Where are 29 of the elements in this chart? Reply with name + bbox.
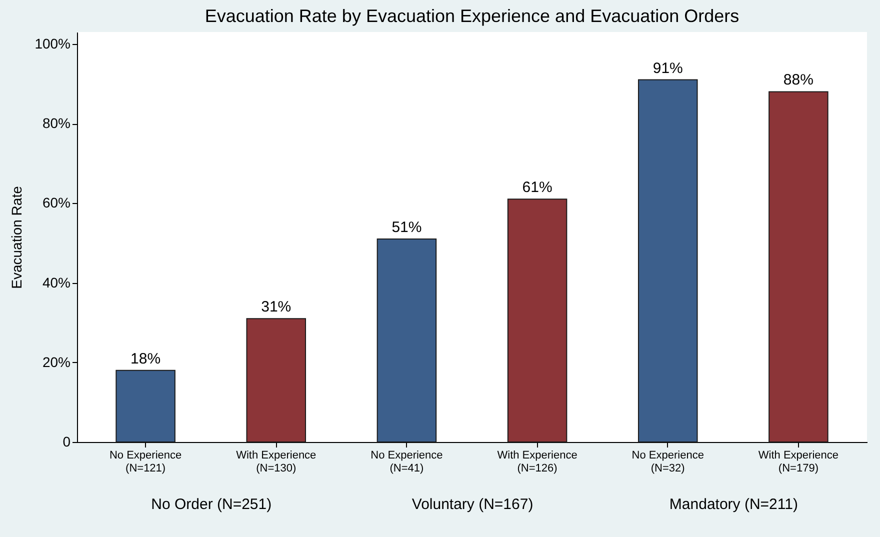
data-label: 61% — [522, 179, 552, 196]
y-tick-label: 100% — [34, 35, 70, 52]
chart-title: Evacuation Rate by Evacuation Experience and Evacuation Orders — [204, 6, 740, 26]
text: Mandatory (N=211) — [669, 496, 798, 513]
x-tick-label: With Experience (N=130) — [236, 450, 316, 474]
y-tick-label: 80% — [42, 115, 70, 132]
bar — [376, 238, 437, 442]
y-tick-label: 0 — [62, 434, 71, 450]
bar — [116, 370, 176, 442]
data-label: 91% — [652, 60, 683, 77]
x-tick-label: No Experience (N=32) — [632, 450, 704, 474]
y-axis-title: Evacuation Rate — [8, 186, 25, 289]
x-tick-label: No Experience (N=121) — [109, 450, 182, 474]
data-label: 88% — [783, 72, 814, 89]
data-label: 51% — [392, 218, 422, 236]
bar — [638, 79, 698, 442]
data-label: 31% — [261, 298, 292, 316]
y-tick-label: 40% — [42, 274, 70, 290]
y-tick-label: 60% — [42, 194, 70, 211]
text: No Order (N=251) — [151, 496, 272, 513]
x-tick-label: With Experience (N=126) — [497, 450, 578, 474]
text: Voluntary (N=167) — [412, 496, 534, 513]
x-tick-label: No Experience (N=41) — [370, 450, 443, 474]
bar — [507, 198, 568, 442]
y-tick-label: 20% — [42, 354, 70, 370]
x-tick-label: With Experience (N=179) — [758, 450, 838, 474]
bar — [246, 318, 306, 442]
bar — [768, 91, 828, 442]
data-label: 18% — [130, 350, 161, 368]
